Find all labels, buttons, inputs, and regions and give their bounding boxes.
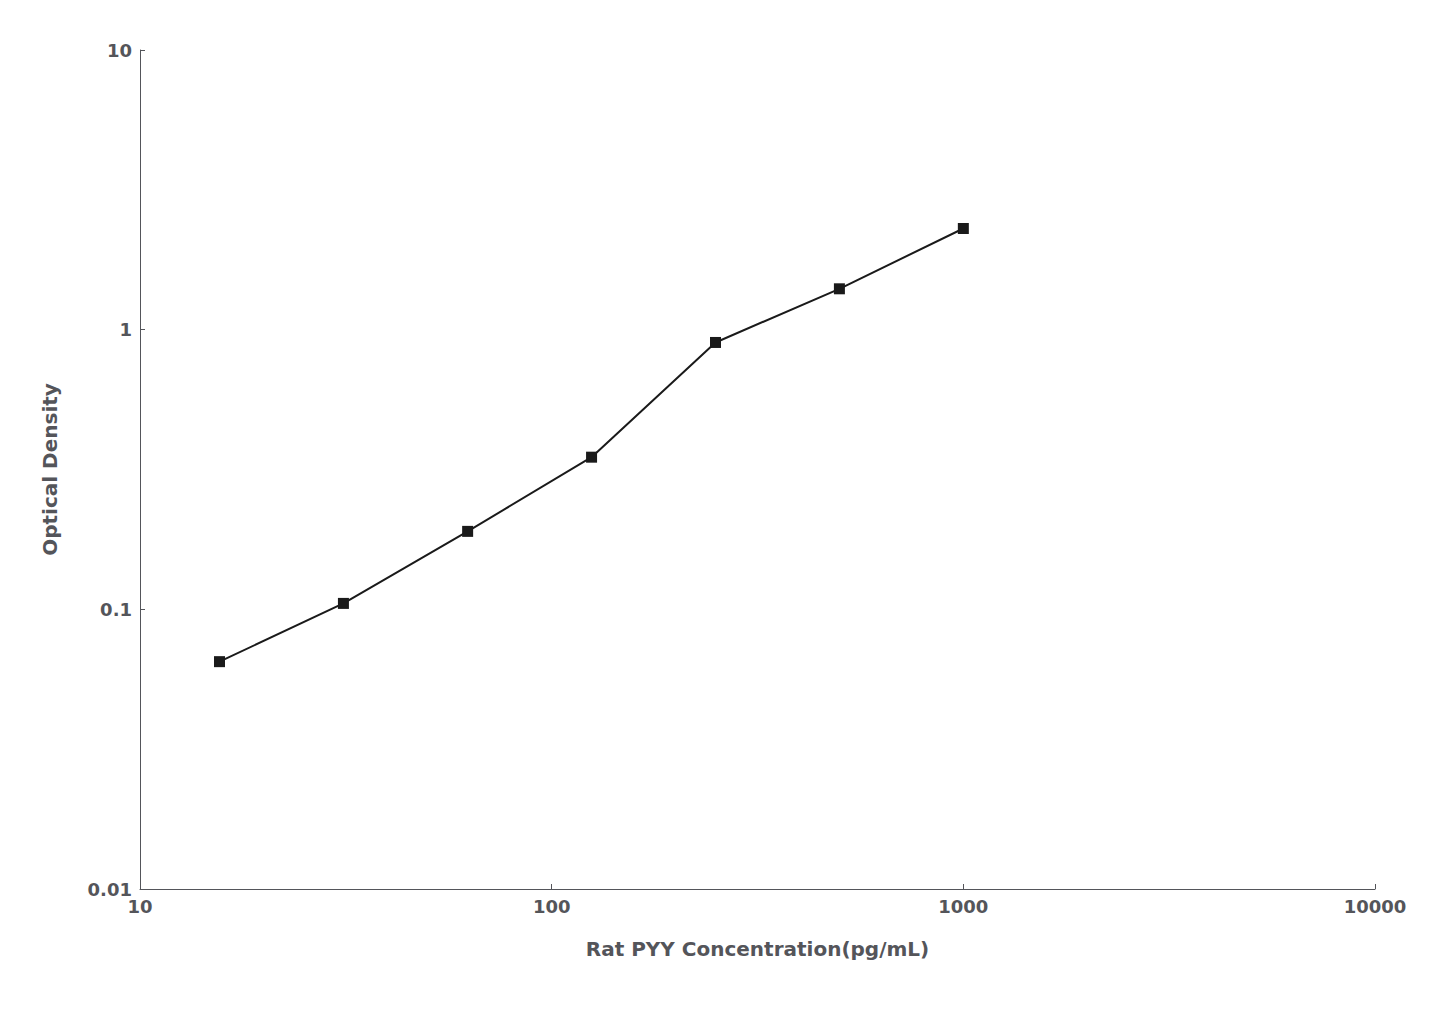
svg-text:10: 10 <box>107 40 132 61</box>
svg-text:Optical Density: Optical Density <box>38 383 62 556</box>
svg-text:100: 100 <box>533 896 571 917</box>
svg-text:10: 10 <box>127 896 152 917</box>
svg-text:1000: 1000 <box>938 896 988 917</box>
svg-text:1: 1 <box>119 319 132 340</box>
svg-text:0.1: 0.1 <box>100 599 132 620</box>
svg-text:Rat PYY Concentration(pg/mL): Rat PYY Concentration(pg/mL) <box>586 937 929 961</box>
svg-text:0.01: 0.01 <box>88 879 132 900</box>
svg-text:10000: 10000 <box>1344 896 1407 917</box>
